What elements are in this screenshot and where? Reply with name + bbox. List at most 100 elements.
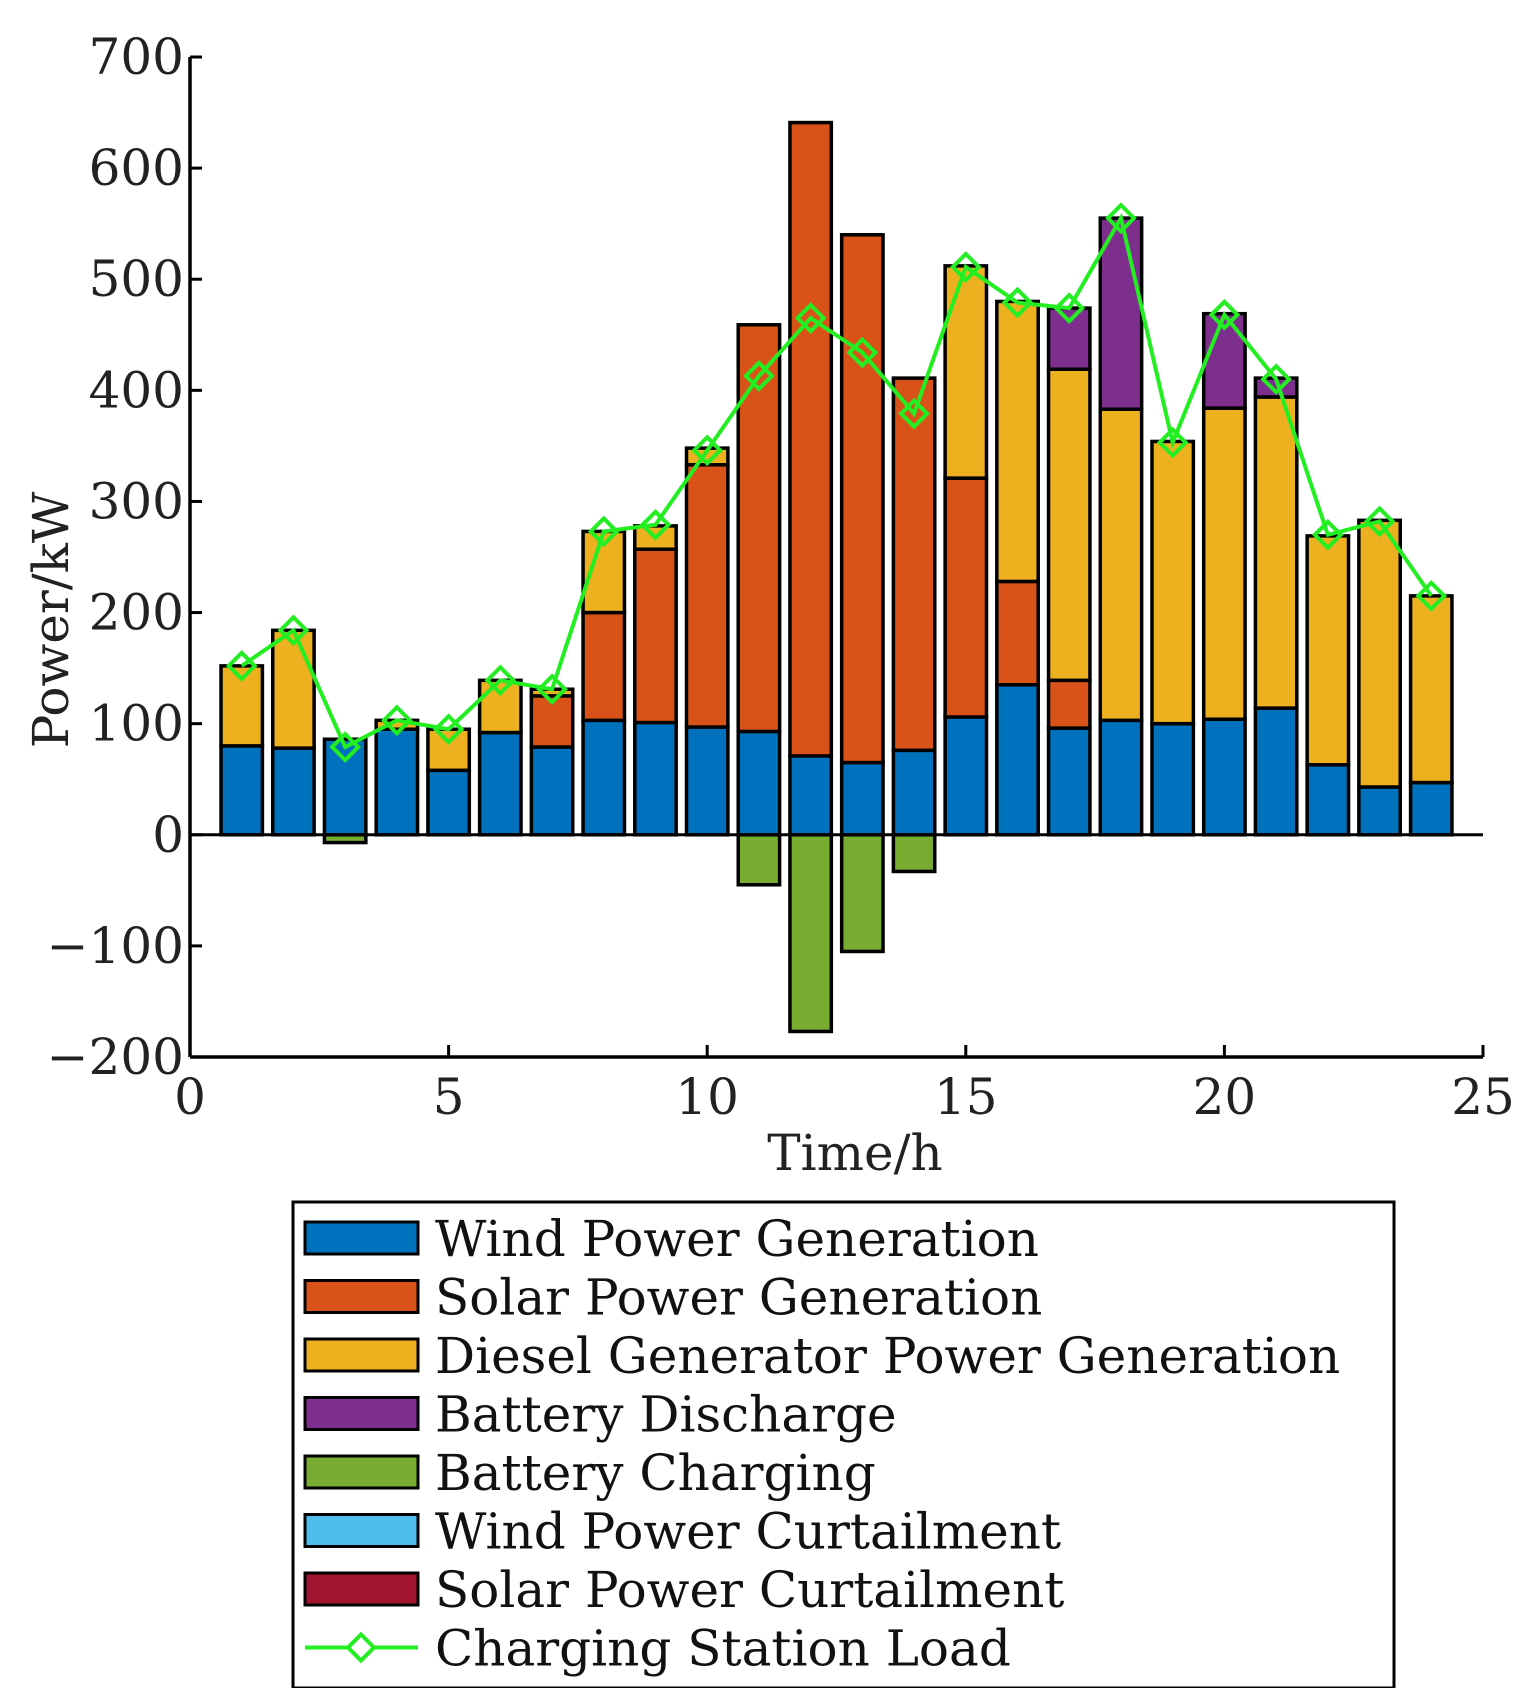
bar-segment-series2-t22 xyxy=(1305,534,1351,767)
load-point-t6 xyxy=(484,664,517,697)
legend-label: Battery Discharge xyxy=(435,1386,897,1444)
load-point-t14 xyxy=(898,397,930,430)
bar-segment-series2-t15 xyxy=(943,264,989,480)
load-point-t8 xyxy=(587,515,620,548)
bar-segment-series0-t11 xyxy=(736,729,782,837)
load-point-t16 xyxy=(1001,286,1034,319)
y-tick-label: 600 xyxy=(89,139,184,197)
bar-segment-series2-t17 xyxy=(1046,367,1092,683)
load-point-t15 xyxy=(949,251,982,283)
bar-segment-series1-t8 xyxy=(581,610,627,723)
bar-segment-series0-t18 xyxy=(1098,718,1144,837)
load-point-t11 xyxy=(743,360,775,392)
bar-segment-series0-t7 xyxy=(529,745,575,837)
y-tick-label: 100 xyxy=(89,695,184,753)
bar-segment-series2-t19 xyxy=(1150,439,1196,726)
y-tick-label: 0 xyxy=(152,806,184,864)
legend-label: Charging Station Load xyxy=(435,1620,1011,1678)
bar-segment-series2-t5 xyxy=(426,727,472,773)
load-point-t22 xyxy=(1312,518,1344,551)
x-tick-label: 0 xyxy=(174,1068,206,1126)
legend-label: Battery Charging xyxy=(435,1444,876,1502)
y-axis-title: Power/kW xyxy=(22,491,80,748)
y-tick-label: −100 xyxy=(47,917,184,975)
bar-segment-series1-t17 xyxy=(1046,678,1092,730)
x-tick-label: 15 xyxy=(934,1068,998,1126)
bar-segment-series0-t14 xyxy=(891,748,937,837)
bar-segment-series2-t20 xyxy=(1201,406,1247,721)
load-point-t2 xyxy=(277,614,310,647)
bar-segment-series0-t4 xyxy=(374,727,420,837)
bar-segment-series0-t21 xyxy=(1253,706,1299,837)
legend-swatch xyxy=(303,1454,420,1490)
y-tick-label: 700 xyxy=(89,28,184,86)
bar-segment-series0-t6 xyxy=(477,730,523,837)
legend-label: Solar Power Curtailment xyxy=(435,1561,1064,1619)
bar-segment-series0-t17 xyxy=(1046,726,1092,837)
bar-segment-series0-t24 xyxy=(1408,780,1454,837)
bar-segment-series0-t20 xyxy=(1201,717,1247,837)
bar-segment-series2-t23 xyxy=(1357,518,1402,789)
load-point-t19 xyxy=(1156,426,1189,459)
bars-layer xyxy=(219,120,1454,1034)
bar-segment-series1-t16 xyxy=(995,579,1040,687)
legend-swatch xyxy=(303,1396,420,1431)
legend-swatch xyxy=(303,1220,420,1256)
bar-segment-series1-t12 xyxy=(788,120,834,758)
load-point-t10 xyxy=(691,434,724,467)
bar-segment-series4-t12 xyxy=(788,833,834,1034)
load-point-t20 xyxy=(1208,298,1241,331)
load-point-t4 xyxy=(381,704,413,737)
legend-box xyxy=(291,1200,1396,1688)
y-tick-label: 300 xyxy=(89,472,184,530)
bar-segment-series0-t22 xyxy=(1305,763,1351,837)
bar-segment-series0-t16 xyxy=(995,683,1040,837)
legend-swatch xyxy=(303,1279,420,1314)
bar-segment-series0-t2 xyxy=(271,746,316,837)
legend-swatch xyxy=(303,1513,420,1548)
bar-segment-series0-t23 xyxy=(1357,785,1402,837)
bar-segment-series0-t13 xyxy=(839,760,885,837)
bar-segment-series4-t13 xyxy=(839,833,885,954)
load-series-line xyxy=(240,212,1433,750)
axes-layer xyxy=(188,55,1485,1059)
bar-segment-series1-t14 xyxy=(891,376,937,753)
bar-segment-series0-t1 xyxy=(219,744,265,837)
load-point-t9 xyxy=(639,508,672,541)
load-point-t23 xyxy=(1363,505,1396,538)
load-line-layer xyxy=(225,202,1448,763)
bar-segment-series0-t12 xyxy=(788,754,834,837)
x-tick-label: 10 xyxy=(675,1068,739,1126)
load-point-t12 xyxy=(794,302,827,334)
x-tick-label: 20 xyxy=(1193,1068,1257,1126)
load-point-t24 xyxy=(1415,580,1448,612)
load-point-t21 xyxy=(1260,363,1292,396)
legend-label: Wind Power Curtailment xyxy=(435,1503,1061,1561)
legend-label: Wind Power Generation xyxy=(435,1210,1039,1268)
bar-segment-series0-t5 xyxy=(426,768,472,837)
bar-segment-series0-t19 xyxy=(1150,721,1196,837)
bar-segment-series0-t8 xyxy=(581,718,627,837)
bar-segment-series4-t11 xyxy=(736,833,782,887)
x-tick-label: 5 xyxy=(433,1068,465,1126)
x-tick-label: 25 xyxy=(1451,1068,1515,1126)
bar-segment-series4-t14 xyxy=(891,833,937,874)
legend-marker xyxy=(345,1631,377,1664)
bar-segment-series2-t21 xyxy=(1253,395,1299,710)
y-tick-label: 400 xyxy=(89,361,184,419)
legend-label: Diesel Generator Power Generation xyxy=(435,1327,1340,1385)
legend-label: Solar Power Generation xyxy=(435,1269,1042,1327)
load-point-t5 xyxy=(432,713,465,746)
bar-segment-series0-t10 xyxy=(684,725,730,837)
load-point-t18 xyxy=(1105,202,1137,234)
bar-segment-series1-t15 xyxy=(943,476,989,719)
bar-segment-series0-t15 xyxy=(943,715,989,837)
load-point-t3 xyxy=(329,731,361,763)
bar-segment-series1-t9 xyxy=(633,547,678,725)
y-tick-label: 200 xyxy=(89,584,184,642)
load-point-t13 xyxy=(846,336,879,369)
bar-segment-series1-t10 xyxy=(684,463,730,729)
